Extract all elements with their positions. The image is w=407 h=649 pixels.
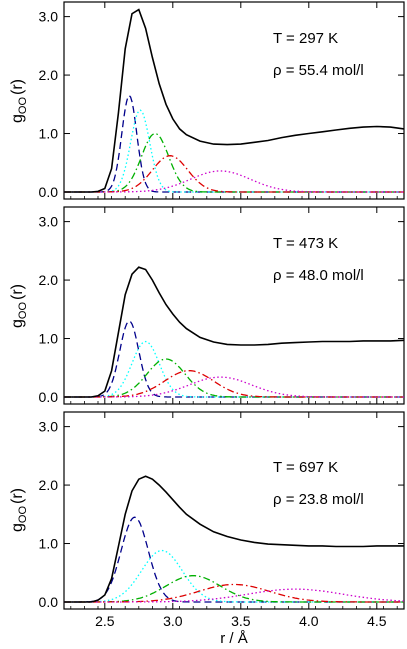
panel-3-ylabel-main: g [9,523,26,532]
panel-3-y-tick-label: 3.0 [39,419,59,435]
panel-2-ylabel-sub: OO [17,302,29,320]
panel-1-y-tick-label: 1.0 [39,126,59,142]
panel-3-ticks: 0.0 1.0 2.0 3.0 [39,412,404,610]
x-axis-label: r / Å [220,630,248,647]
panel-1-curves [64,8,405,193]
panel-3-series-line [64,549,404,603]
panel-1-density: ρ = 55.4 mol/l [273,62,364,79]
panel-1-ylabel-main: g [9,114,26,123]
panel-1-y-tick-label: 0.0 [39,184,59,200]
panel-3-density: ρ = 23.8 mol/l [273,491,364,508]
panel-3-series-line [64,475,404,603]
panel-3-series-line [64,575,404,603]
panel-2-ylabel-tail: (r) [9,284,26,300]
panel-2: 0.0 1.0 2.0 3.0 T = 473 K ρ = 48.0 mol/l gO… [9,206,405,405]
panel-1-series-line [64,155,404,193]
panel-2-y-tick-label: 1.0 [39,331,59,347]
panel-1-ylabel-sub: OO [17,97,29,115]
panel-3-frame [63,411,405,610]
x-tick-labels: 2.5 3.0 3.5 4.0 4.5 [95,613,387,629]
panel-1-frame [63,1,405,200]
x-tick-label: 3.0 [163,613,183,629]
panel-3-y-tick-label: 1.0 [39,536,59,552]
panel-1-y-tick-label: 2.0 [39,67,59,83]
panel-2-y-axis-label: gOO (r) [9,284,29,328]
panel-2-ticks: 0.0 1.0 2.0 3.0 [39,207,404,405]
x-tick-label: 4.0 [299,613,319,629]
panel-2-series-line [64,266,405,398]
panel-1-ylabel-tail: (r) [9,79,26,95]
panel-2-frame [63,206,405,405]
panel-1-temperature: T = 297 K [273,30,338,47]
panel-2-ylabel-main: g [9,319,26,328]
panel-2-series-line [64,320,404,398]
panel-1-ticks: 0.0 1.0 2.0 3.0 [39,2,404,200]
panel-2-curves [64,266,405,398]
panel-2-y-tick-label: 3.0 [39,214,59,230]
panel-2-series-line [64,376,404,398]
panel-3-series-line [64,588,404,603]
x-tick-label: 3.5 [231,613,251,629]
panel-3-curves [64,475,404,603]
panel-3-series-line [64,516,404,603]
panel-3-temperature: T = 697 K [273,459,338,476]
panel-2-y-tick-label: 2.0 [39,272,59,288]
panel-3-ylabel-sub: OO [17,506,29,524]
panel-3-ylabel-tail: (r) [9,488,26,504]
panel-2-series-line [64,358,404,398]
panel-3-y-axis-label: gOO (r) [9,488,29,532]
panel-1-y-axis-label: gOO (r) [9,79,29,123]
panel-3: 0.0 1.0 2.0 3.0 T = 697 K ρ = 23.8 mol/l gO… [9,411,405,610]
panel-1-series-line [64,170,404,193]
panel-3-y-tick-label: 0.0 [39,594,59,610]
panel-2-temperature: T = 473 K [273,235,338,252]
x-tick-label: 4.5 [367,613,387,629]
panel-2-density: ρ = 48.0 mol/l [273,267,364,284]
panel-2-y-tick-label: 0.0 [39,389,59,405]
x-tick-label: 2.5 [95,613,115,629]
panel-1-series-line [64,8,405,193]
panel-2-series-line [64,370,404,398]
panel-1-series-line [64,109,404,193]
panel-3-y-tick-label: 2.0 [39,477,59,493]
panel-1: 0.0 1.0 2.0 3.0 T = 297 K ρ = 55.4 mol/l gO… [9,1,405,200]
panel-1-y-tick-label: 3.0 [39,9,59,25]
